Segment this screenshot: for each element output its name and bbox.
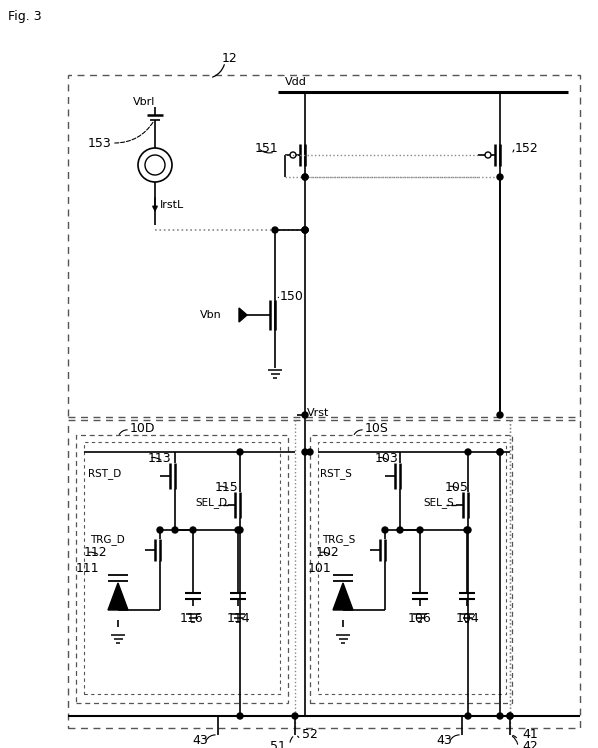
Polygon shape xyxy=(239,308,247,322)
Text: 42: 42 xyxy=(522,741,538,748)
Circle shape xyxy=(497,449,503,455)
Text: 52: 52 xyxy=(302,729,318,741)
Circle shape xyxy=(465,713,471,719)
Circle shape xyxy=(497,412,503,418)
Text: 151: 151 xyxy=(255,141,279,155)
Circle shape xyxy=(302,174,308,180)
Circle shape xyxy=(235,527,241,533)
Text: 103: 103 xyxy=(375,452,399,465)
Text: Vbn: Vbn xyxy=(200,310,222,320)
Text: 116: 116 xyxy=(180,612,204,625)
Text: 104: 104 xyxy=(456,612,480,625)
Bar xyxy=(68,75,580,417)
Circle shape xyxy=(272,227,278,233)
Text: RST_S: RST_S xyxy=(320,468,352,479)
Circle shape xyxy=(302,449,308,455)
Circle shape xyxy=(464,527,470,533)
Text: 152: 152 xyxy=(515,141,539,155)
Circle shape xyxy=(465,527,471,533)
Circle shape xyxy=(292,713,298,719)
Text: 114: 114 xyxy=(227,612,251,625)
Circle shape xyxy=(237,713,243,719)
Circle shape xyxy=(382,527,388,533)
Text: 111: 111 xyxy=(76,562,100,574)
Text: 105: 105 xyxy=(445,480,469,494)
Text: 41: 41 xyxy=(522,729,538,741)
Text: TRG_S: TRG_S xyxy=(322,535,355,545)
Text: Vdd: Vdd xyxy=(285,77,307,87)
Circle shape xyxy=(237,449,243,455)
Polygon shape xyxy=(333,583,353,610)
Circle shape xyxy=(497,449,503,455)
Text: Vbrl: Vbrl xyxy=(133,97,155,107)
Text: SEL_S: SEL_S xyxy=(423,497,454,509)
Polygon shape xyxy=(108,583,128,610)
Circle shape xyxy=(497,713,503,719)
Circle shape xyxy=(302,412,308,418)
Text: TRG_D: TRG_D xyxy=(90,535,125,545)
Circle shape xyxy=(157,527,163,533)
Bar xyxy=(310,435,512,703)
Text: 101: 101 xyxy=(308,562,332,574)
Circle shape xyxy=(237,527,243,533)
Bar xyxy=(318,442,506,694)
Circle shape xyxy=(302,174,308,180)
Text: RST_D: RST_D xyxy=(88,468,121,479)
Circle shape xyxy=(190,527,196,533)
Text: 51: 51 xyxy=(270,741,286,748)
Bar xyxy=(68,420,580,728)
Circle shape xyxy=(397,527,403,533)
Bar xyxy=(76,435,288,703)
Text: 153: 153 xyxy=(88,136,112,150)
Text: 106: 106 xyxy=(408,612,432,625)
Text: 10D: 10D xyxy=(130,422,155,435)
Circle shape xyxy=(497,174,503,180)
Text: 102: 102 xyxy=(316,547,340,560)
Text: 43: 43 xyxy=(192,734,208,747)
Text: 150: 150 xyxy=(280,289,304,302)
Text: 43: 43 xyxy=(436,734,451,747)
Circle shape xyxy=(302,227,308,233)
Bar xyxy=(84,442,280,694)
Text: 12: 12 xyxy=(222,52,238,64)
Circle shape xyxy=(417,527,423,533)
Text: IrstL: IrstL xyxy=(160,200,184,210)
Circle shape xyxy=(507,713,513,719)
Text: Fig. 3: Fig. 3 xyxy=(8,10,42,22)
Circle shape xyxy=(307,449,313,455)
Text: Vrst: Vrst xyxy=(307,408,329,418)
Text: 113: 113 xyxy=(148,452,172,465)
Text: SEL_D: SEL_D xyxy=(195,497,227,509)
Circle shape xyxy=(172,527,178,533)
Text: 112: 112 xyxy=(84,547,108,560)
Circle shape xyxy=(507,713,513,719)
Text: 10S: 10S xyxy=(365,422,389,435)
Circle shape xyxy=(302,227,308,233)
Text: 115: 115 xyxy=(215,480,239,494)
Circle shape xyxy=(465,449,471,455)
Circle shape xyxy=(302,227,308,233)
